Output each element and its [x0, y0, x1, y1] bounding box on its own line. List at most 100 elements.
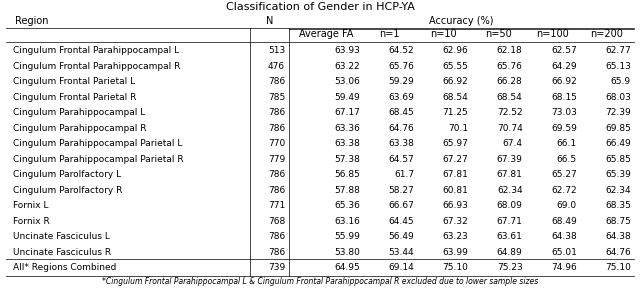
Text: 62.18: 62.18 [497, 46, 523, 55]
Text: Cingulum Frontal Parahippocampal R: Cingulum Frontal Parahippocampal R [13, 62, 180, 71]
Text: 62.72: 62.72 [551, 186, 577, 195]
Text: 53.80: 53.80 [334, 248, 360, 257]
Text: 63.16: 63.16 [334, 217, 360, 226]
Text: 786: 786 [268, 248, 285, 257]
Text: 739: 739 [268, 263, 285, 273]
Text: *Cingulum Frontal Parahippocampal L & Cingulum Frontal Parahippocampal R exclude: *Cingulum Frontal Parahippocampal L & Ci… [102, 277, 538, 286]
Text: 67.4: 67.4 [502, 139, 523, 148]
Text: 67.39: 67.39 [497, 155, 523, 164]
Text: 63.61: 63.61 [497, 232, 523, 241]
Text: 66.67: 66.67 [388, 201, 414, 210]
Text: 53.44: 53.44 [388, 248, 414, 257]
Text: 68.75: 68.75 [605, 217, 631, 226]
Text: 56.49: 56.49 [388, 232, 414, 241]
Text: 65.97: 65.97 [442, 139, 468, 148]
Text: 62.34: 62.34 [605, 186, 631, 195]
Text: 65.27: 65.27 [551, 170, 577, 179]
Text: 75.10: 75.10 [442, 263, 468, 273]
Text: 59.49: 59.49 [334, 93, 360, 102]
Text: Average FA: Average FA [299, 29, 353, 39]
Text: Cingulum Frontal Parietal R: Cingulum Frontal Parietal R [13, 93, 136, 102]
Text: Cingulum Parahippocampal L: Cingulum Parahippocampal L [13, 108, 145, 117]
Text: 68.35: 68.35 [605, 201, 631, 210]
Text: 60.81: 60.81 [442, 186, 468, 195]
Text: 771: 771 [268, 201, 285, 210]
Text: 64.76: 64.76 [388, 124, 414, 133]
Text: 65.76: 65.76 [388, 62, 414, 71]
Text: Region: Region [15, 16, 49, 26]
Text: 786: 786 [268, 170, 285, 179]
Text: 786: 786 [268, 232, 285, 241]
Text: 55.99: 55.99 [334, 232, 360, 241]
Text: N: N [266, 16, 273, 26]
Text: 66.92: 66.92 [551, 77, 577, 86]
Text: 779: 779 [268, 155, 285, 164]
Text: 67.81: 67.81 [442, 170, 468, 179]
Text: Cingulum Parahippocampal Parietal L: Cingulum Parahippocampal Parietal L [13, 139, 182, 148]
Text: 68.49: 68.49 [551, 217, 577, 226]
Text: Accuracy (%): Accuracy (%) [429, 16, 493, 26]
Text: All* Regions Combined: All* Regions Combined [13, 263, 116, 273]
Text: Classification of Gender in HCP-YA: Classification of Gender in HCP-YA [225, 2, 415, 12]
Text: 67.32: 67.32 [443, 217, 468, 226]
Text: 785: 785 [268, 93, 285, 102]
Text: n=10: n=10 [431, 29, 457, 39]
Text: 67.27: 67.27 [443, 155, 468, 164]
Text: 57.88: 57.88 [334, 186, 360, 195]
Text: 68.45: 68.45 [388, 108, 414, 117]
Text: 65.13: 65.13 [605, 62, 631, 71]
Text: n=100: n=100 [536, 29, 569, 39]
Text: 786: 786 [268, 108, 285, 117]
Text: 64.29: 64.29 [551, 62, 577, 71]
Text: 62.57: 62.57 [551, 46, 577, 55]
Text: 68.09: 68.09 [497, 201, 523, 210]
Text: 64.38: 64.38 [605, 232, 631, 241]
Text: 768: 768 [268, 217, 285, 226]
Text: 68.15: 68.15 [551, 93, 577, 102]
Text: 65.01: 65.01 [551, 248, 577, 257]
Text: Cingulum Frontal Parietal L: Cingulum Frontal Parietal L [13, 77, 135, 86]
Text: 66.92: 66.92 [443, 77, 468, 86]
Text: 68.54: 68.54 [497, 93, 523, 102]
Text: 70.1: 70.1 [448, 124, 468, 133]
Text: 64.38: 64.38 [551, 232, 577, 241]
Text: 69.14: 69.14 [388, 263, 414, 273]
Text: 63.38: 63.38 [334, 139, 360, 148]
Text: 63.69: 63.69 [388, 93, 414, 102]
Text: 65.85: 65.85 [605, 155, 631, 164]
Text: 59.29: 59.29 [388, 77, 414, 86]
Text: 64.57: 64.57 [388, 155, 414, 164]
Text: 770: 770 [268, 139, 285, 148]
Text: Cingulum Parolfactory R: Cingulum Parolfactory R [13, 186, 122, 195]
Text: 69.59: 69.59 [551, 124, 577, 133]
Text: Fornix L: Fornix L [13, 201, 49, 210]
Text: n=50: n=50 [484, 29, 511, 39]
Text: 67.71: 67.71 [497, 217, 523, 226]
Text: 53.06: 53.06 [334, 77, 360, 86]
Text: 70.74: 70.74 [497, 124, 523, 133]
Text: 63.22: 63.22 [334, 62, 360, 71]
Text: 65.9: 65.9 [611, 77, 631, 86]
Text: 64.95: 64.95 [334, 263, 360, 273]
Text: 513: 513 [268, 46, 285, 55]
Text: 57.38: 57.38 [334, 155, 360, 164]
Text: 56.85: 56.85 [334, 170, 360, 179]
Text: 65.55: 65.55 [442, 62, 468, 71]
Text: 786: 786 [268, 186, 285, 195]
Text: 66.1: 66.1 [557, 139, 577, 148]
Text: 62.34: 62.34 [497, 186, 523, 195]
Text: Uncinate Fasciculus L: Uncinate Fasciculus L [13, 232, 110, 241]
Text: 64.76: 64.76 [605, 248, 631, 257]
Text: 66.49: 66.49 [605, 139, 631, 148]
Text: 72.52: 72.52 [497, 108, 523, 117]
Text: 63.36: 63.36 [334, 124, 360, 133]
Text: 66.28: 66.28 [497, 77, 523, 86]
Text: Uncinate Fasciculus R: Uncinate Fasciculus R [13, 248, 111, 257]
Text: 64.52: 64.52 [388, 46, 414, 55]
Text: Cingulum Parolfactory L: Cingulum Parolfactory L [13, 170, 121, 179]
Text: 71.25: 71.25 [443, 108, 468, 117]
Text: 62.96: 62.96 [443, 46, 468, 55]
Text: 62.77: 62.77 [605, 46, 631, 55]
Text: 68.03: 68.03 [605, 93, 631, 102]
Text: 786: 786 [268, 77, 285, 86]
